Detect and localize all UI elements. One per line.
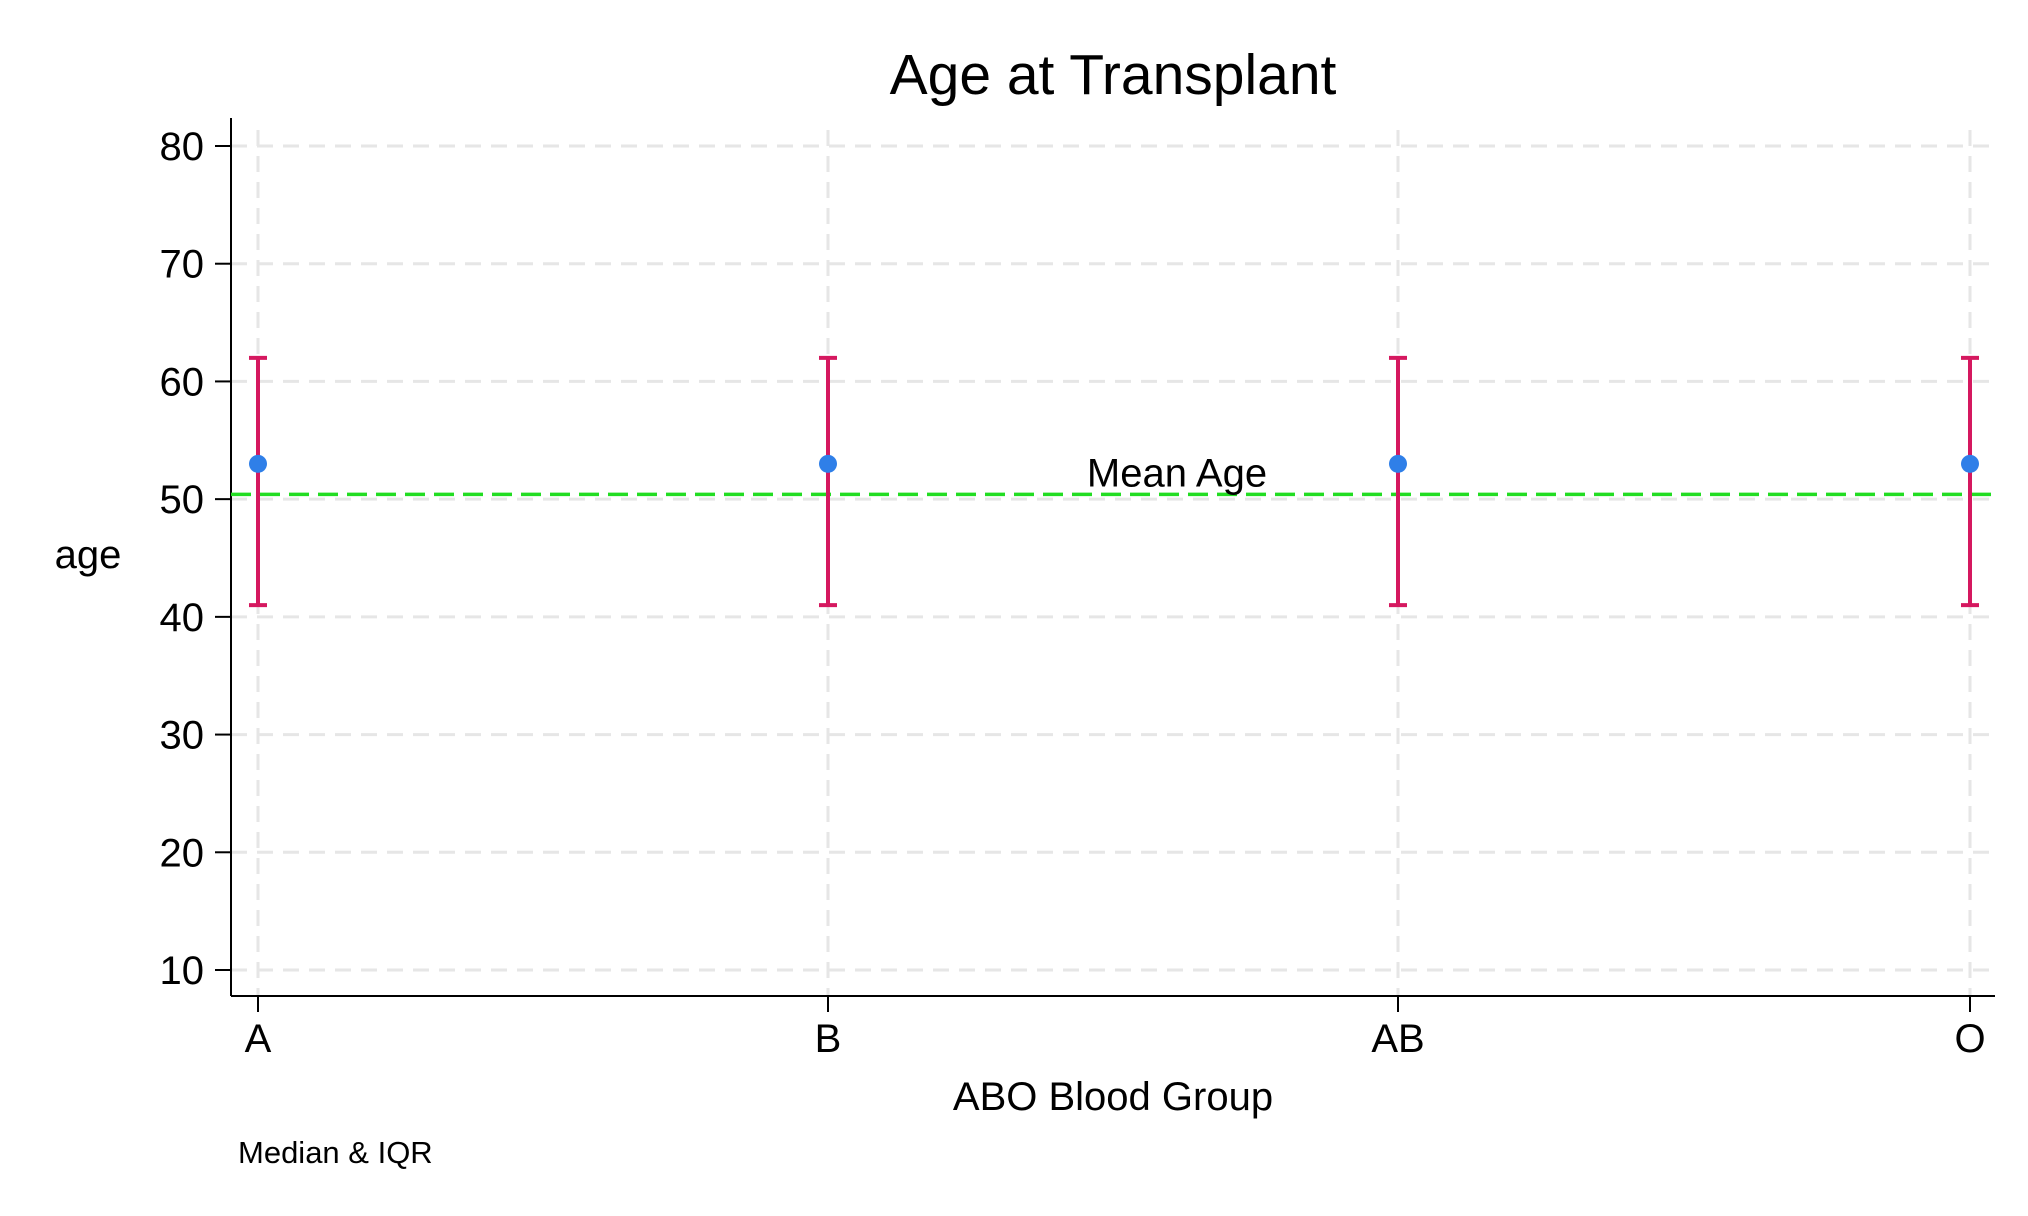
median-point-ab	[1389, 454, 1407, 473]
x-axis-title: ABO Blood Group	[953, 1075, 1273, 1119]
errorbar-ab	[1389, 355, 1407, 608]
y-tick-label: 80	[160, 125, 205, 169]
median-point-a	[249, 454, 267, 473]
y-axis-title: age	[55, 533, 122, 577]
x-tick-label: O	[1954, 1017, 1985, 1061]
errorbar-a	[249, 355, 267, 608]
chart-note: Median & IQR	[238, 1135, 433, 1170]
median-point-o	[1961, 454, 1979, 473]
median-point-b	[819, 454, 837, 473]
y-tick-label: 60	[160, 360, 205, 404]
y-tick-label: 50	[160, 478, 205, 522]
y-tick-label: 30	[160, 714, 205, 758]
mean-reference-label: Mean Age	[1087, 451, 1267, 495]
y-tick-label: 70	[160, 243, 205, 287]
reference-line-group: Mean Age	[231, 451, 1995, 497]
errorbar-b	[819, 355, 837, 608]
errorbar-o	[1961, 355, 1979, 608]
x-tick-label: A	[245, 1017, 272, 1061]
x-tick-label: AB	[1371, 1017, 1424, 1061]
grid	[231, 130, 1995, 996]
marks	[249, 355, 1979, 608]
y-tick-label: 40	[160, 596, 205, 640]
y-tick-label: 10	[160, 949, 205, 993]
chart-title: Age at Transplant	[890, 43, 1337, 107]
x-tick-label: B	[815, 1017, 842, 1061]
y-tick-label: 20	[160, 831, 205, 875]
